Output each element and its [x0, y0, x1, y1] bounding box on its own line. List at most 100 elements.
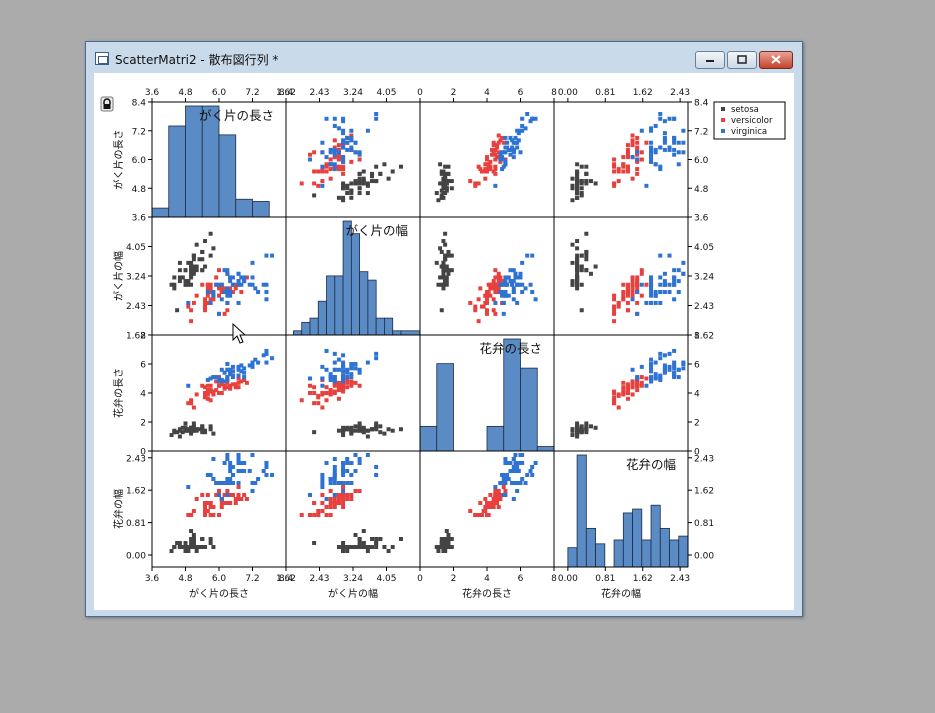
scatter-point-versicolor: [644, 376, 649, 381]
scatter-point-setosa: [570, 433, 575, 438]
x-tick-label-top: 4.05: [376, 88, 396, 98]
scatter-point-virginica: [653, 123, 658, 128]
scatter-point-versicolor: [498, 138, 503, 143]
y-tick-label: 7.2: [132, 127, 146, 137]
scatter-point-versicolor: [328, 513, 333, 517]
scatter-point-setosa: [357, 181, 362, 186]
scatter-point-virginica: [630, 367, 635, 372]
scatter-point-setosa: [584, 164, 589, 169]
maximize-button[interactable]: [727, 51, 757, 69]
scatter-point-versicolor: [345, 497, 350, 501]
scatter-point-versicolor: [630, 382, 635, 387]
scatter-point-setosa: [584, 181, 589, 186]
scatter-point-virginica: [256, 290, 261, 295]
scatter-point-setosa: [177, 260, 182, 265]
scatter-point-virginica: [217, 481, 221, 485]
scatter-point-virginica: [662, 135, 667, 140]
scatter-point-virginica: [205, 290, 210, 295]
scatter-point-virginica: [211, 457, 216, 461]
scatter-point-versicolor: [208, 290, 213, 295]
scatter-point-versicolor: [203, 308, 208, 313]
scatter-point-setosa: [365, 181, 370, 186]
scatter-point-setosa: [361, 176, 366, 181]
scatter-point-versicolor: [501, 485, 506, 489]
x-tick-label: 0: [417, 574, 423, 584]
scatter-point-virginica: [505, 461, 510, 465]
scatter-point-virginica: [320, 485, 325, 489]
scatter-point-versicolor: [200, 493, 205, 497]
scatter-point-versicolor: [468, 179, 473, 184]
scatter-point-versicolor: [639, 271, 644, 276]
scatter-point-virginica: [214, 481, 219, 485]
title-bar[interactable]: ScatterMatri2 - 散布図行列 *: [86, 42, 802, 72]
scatter-point-versicolor: [612, 389, 617, 394]
scatter-point-virginica: [270, 473, 275, 477]
histogram-bar: [622, 512, 633, 568]
scatter-point-versicolor: [200, 383, 205, 388]
scatter-point-virginica: [349, 366, 354, 371]
scatter-point-versicolor: [225, 380, 230, 385]
scatter-point-setosa: [374, 425, 379, 430]
scatter-point-versicolor: [495, 145, 500, 150]
scatter-point-setosa: [584, 249, 589, 254]
scatter-point-setosa: [575, 260, 580, 265]
scatter-point-virginica: [225, 300, 230, 305]
minimize-button[interactable]: [695, 51, 725, 69]
scatter-point-versicolor: [341, 388, 346, 393]
scatter-point-setosa: [194, 264, 199, 269]
scatter-point-versicolor: [222, 493, 227, 497]
scatter-point-versicolor: [612, 297, 617, 302]
scatter-point-setosa: [449, 545, 454, 549]
close-button[interactable]: [759, 51, 793, 69]
scatter-point-setosa: [345, 545, 350, 549]
scatter-point-virginica: [672, 140, 677, 145]
scatter-point-virginica: [528, 469, 533, 473]
scatter-point-versicolor: [191, 405, 196, 410]
y-tick-label-right: 0.81: [694, 519, 714, 529]
scatter-point-virginica: [242, 469, 247, 473]
scatter-point-setosa: [203, 239, 208, 244]
scatter-point-virginica: [324, 155, 329, 160]
scatter-point-versicolor: [495, 497, 500, 501]
scatter-point-versicolor: [186, 401, 191, 406]
scatter-point-virginica: [205, 377, 210, 382]
scatter-point-virginica: [653, 376, 658, 381]
scatter-point-setosa: [575, 195, 580, 200]
scatter-point-setosa: [189, 264, 194, 269]
scatter-point-virginica: [493, 485, 498, 489]
graph-window-icon[interactable]: [95, 52, 109, 65]
legend-box: [713, 101, 786, 140]
scatter-point-virginica: [247, 363, 252, 368]
y-tick-label-right: 3.24: [694, 273, 714, 283]
scatter-point-virginica: [211, 290, 216, 295]
scatter-point-setosa: [175, 541, 180, 545]
scatter-point-virginica: [365, 453, 370, 457]
scatter-point-virginica: [211, 477, 216, 481]
scatter-point-setosa: [374, 541, 379, 545]
scatter-point-setosa: [189, 275, 194, 280]
scatter-point-versicolor: [478, 501, 483, 505]
scatter-point-virginica: [500, 167, 505, 172]
scatter-point-virginica: [365, 128, 370, 133]
y-tick-label-right: 2.43: [694, 454, 714, 464]
scatter-point-virginica: [230, 473, 235, 477]
scatter-point-virginica: [667, 253, 672, 258]
scatter-point-setosa: [444, 179, 449, 184]
scatter-point-versicolor: [498, 159, 503, 164]
scatter-point-versicolor: [324, 391, 329, 395]
scatter-point-versicolor: [328, 167, 333, 172]
scatter-point-setosa: [439, 171, 444, 176]
scatter-point-setosa: [441, 541, 446, 545]
scatter-point-virginica: [520, 290, 525, 295]
scatter-point-virginica: [498, 481, 503, 485]
scatter-point-versicolor: [332, 501, 337, 505]
scatter-point-setosa: [365, 545, 370, 549]
scatter-point-virginica: [357, 367, 362, 372]
scatter-point-versicolor: [320, 405, 325, 410]
scatter-point-versicolor: [349, 383, 354, 388]
scatter-point-setosa: [341, 186, 346, 191]
lock-icon[interactable]: [100, 96, 114, 112]
scatter-point-setosa: [189, 282, 194, 287]
scatter-point-setosa: [203, 264, 208, 269]
